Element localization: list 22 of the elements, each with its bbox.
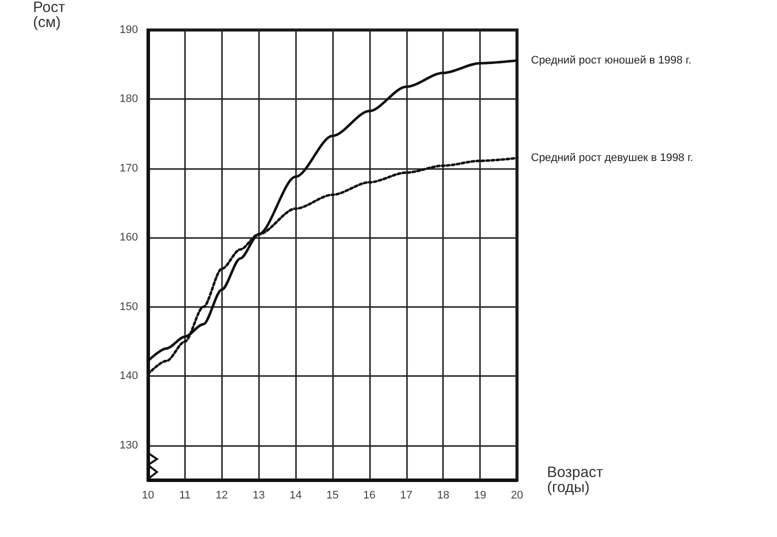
- x-tick-label: 13: [252, 490, 265, 502]
- series-label: Средний рост юношей в 1998 г.: [531, 54, 692, 66]
- y-tick-label: 170: [120, 162, 138, 174]
- x-tick-label: 20: [510, 490, 524, 502]
- y-tick-label: 190: [120, 24, 138, 36]
- y-tick-label: 130: [120, 439, 138, 452]
- x-tick-label: 15: [326, 490, 339, 502]
- y-tick-label: 140: [120, 370, 138, 382]
- y-axis-title: Рост (см): [33, 0, 66, 31]
- x-tick-label: 10: [142, 490, 154, 502]
- x-tick-label: 18: [437, 490, 450, 502]
- x-tick-label: 14: [289, 490, 302, 502]
- x-tick-label: 17: [400, 490, 412, 502]
- y-tick-label: 150: [120, 300, 138, 313]
- y-tick-label: 160: [120, 232, 138, 244]
- series-label: Средний рост девушек в 1998 г.: [531, 152, 694, 164]
- x-tick-label: 12: [216, 490, 228, 502]
- x-tick-label: 19: [474, 490, 486, 502]
- x-tick-label: 16: [363, 490, 376, 502]
- y-tick-label: 180: [120, 93, 138, 106]
- x-tick-label: 11: [179, 490, 191, 502]
- x-axis-title: Возраст (годы): [547, 464, 604, 496]
